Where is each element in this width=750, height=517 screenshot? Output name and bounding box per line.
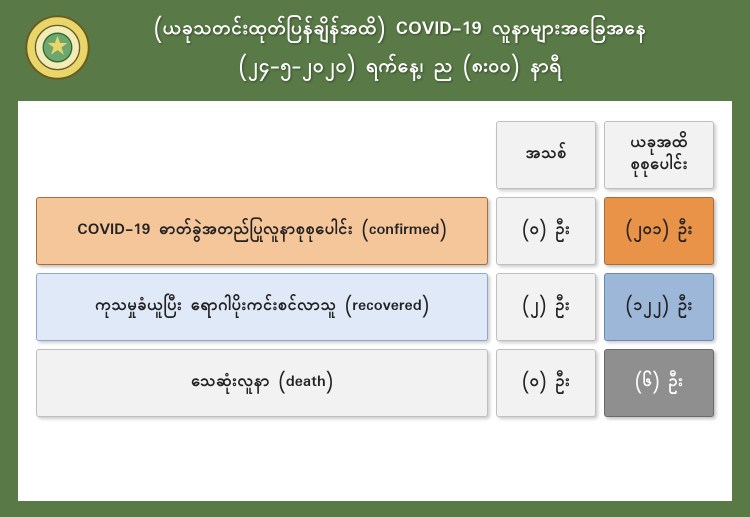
row-recovered-total: (၁၂၂) ဦး [604, 273, 714, 341]
title-line-2: (၂၄-၅-၂၀၂၀) ရက်နေ့၊ ည (၈:၀၀) နာရီ [70, 48, 730, 86]
row-confirmed-label: COVID-19 ဓာတ်ခွဲအတည်ပြုလူနာစုစုပေါင်း (c… [36, 197, 488, 265]
row-death-new: (၀) ဦး [496, 349, 596, 417]
content-panel: အသစ် ယခုအထိ စုစုပေါင်း COVID-19 ဓာတ်ခွဲအ… [18, 101, 732, 501]
col-header-total: ယခုအထိ စုစုပေါင်း [604, 121, 714, 189]
corner-spacer [36, 121, 488, 189]
row-death-total: (၆) ဦး [604, 349, 714, 417]
row-confirmed-total: (၂၀၁) ဦး [604, 197, 714, 265]
stats-table: အသစ် ယခုအထိ စုစုပေါင်း COVID-19 ဓာတ်ခွဲအ… [36, 121, 714, 417]
row-confirmed-new: (၀) ဦး [496, 197, 596, 265]
col-header-new: အသစ် [496, 121, 596, 189]
title-line-1: (ယခုသတင်းထုတ်ပြန်ချိန်အထိ) COVID-19 လူနာ… [70, 10, 730, 48]
ministry-logo [25, 15, 90, 80]
row-recovered-new: (၂) ဦး [496, 273, 596, 341]
header: (ယခုသတင်းထုတ်ပြန်ချိန်အထိ) COVID-19 လူနာ… [0, 0, 750, 91]
row-recovered-label: ကုသမှုခံယူပြီး ရောဂါပိုးကင်းစင်လာသူ (rec… [36, 273, 488, 341]
row-death-label: သေဆုံးလူနာ (death) [36, 349, 488, 417]
